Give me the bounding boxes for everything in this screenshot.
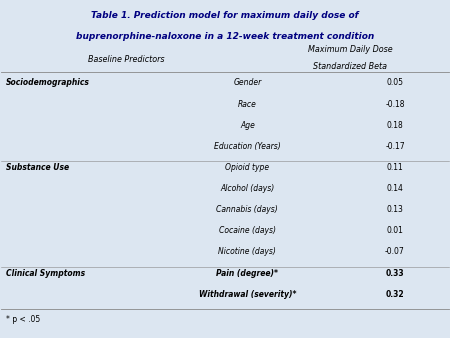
Text: -0.17: -0.17 [385,142,405,151]
Text: 0.05: 0.05 [387,78,404,88]
Text: Alcohol (days): Alcohol (days) [220,184,274,193]
Text: Cannabis (days): Cannabis (days) [216,205,278,214]
Text: Nicotine (days): Nicotine (days) [218,247,276,257]
Text: 0.13: 0.13 [387,205,403,214]
Text: Gender: Gender [233,78,261,88]
Text: Opioid type: Opioid type [225,163,270,172]
Text: Education (Years): Education (Years) [214,142,281,151]
Text: Substance Use: Substance Use [6,163,69,172]
Text: 0.18: 0.18 [387,121,403,130]
Text: Race: Race [238,100,257,108]
Text: 0.11: 0.11 [387,163,403,172]
Text: buprenorphine-naloxone in a 12-week treatment condition: buprenorphine-naloxone in a 12-week trea… [76,31,374,41]
Text: Table 1. Prediction model for maximum daily dose of: Table 1. Prediction model for maximum da… [91,11,359,20]
Text: -0.07: -0.07 [385,247,405,257]
Text: 0.33: 0.33 [386,269,404,277]
Text: -0.18: -0.18 [385,100,405,108]
Text: Baseline Predictors: Baseline Predictors [88,55,165,64]
Text: 0.14: 0.14 [387,184,403,193]
Text: Pain (degree)*: Pain (degree)* [216,269,279,277]
Text: Sociodemographics: Sociodemographics [6,78,90,88]
Text: Maximum Daily Dose: Maximum Daily Dose [308,45,392,54]
Text: Age: Age [240,121,255,130]
Text: 0.01: 0.01 [387,226,403,235]
Text: Withdrawal (severity)*: Withdrawal (severity)* [198,290,296,299]
Text: * p < .05: * p < .05 [6,315,40,324]
Text: Clinical Symptoms: Clinical Symptoms [6,269,85,277]
Text: Standardized Beta: Standardized Beta [313,62,387,71]
Text: Cocaine (days): Cocaine (days) [219,226,276,235]
Text: 0.32: 0.32 [386,290,404,299]
